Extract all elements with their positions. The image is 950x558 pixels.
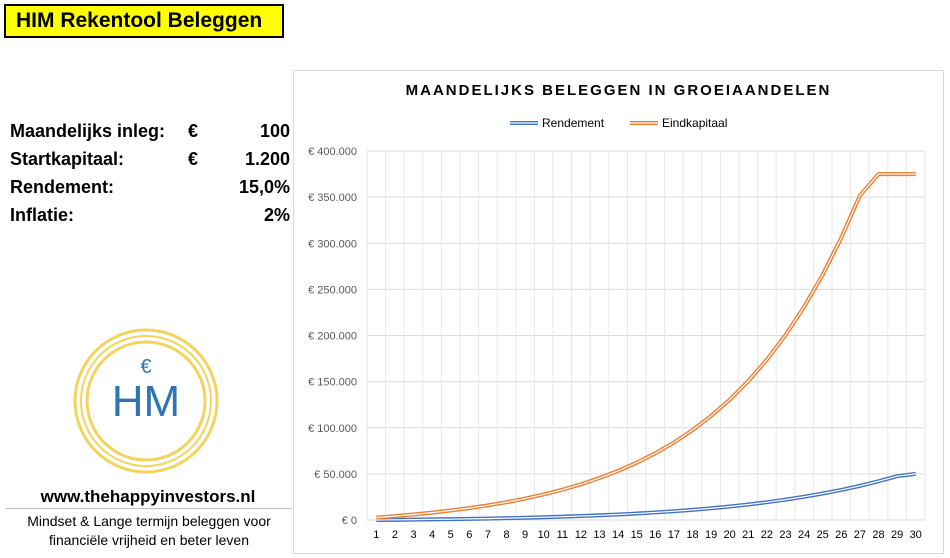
param-value[interactable]: 1.200 [244, 149, 290, 169]
param-row-startcapital: Startkapitaal: € 1.200 [10, 145, 290, 173]
param-currency: € [188, 121, 199, 141]
website-link[interactable]: www.thehappyinvestors.nl [40, 487, 256, 506]
parameters-panel: Maandelijks inleg: € 100 Startkapitaal: … [10, 117, 290, 229]
param-row-inflation: Inflatie: 2% [10, 201, 290, 229]
param-label: Inflatie: [10, 205, 75, 225]
app-title: HIM Rekentool Beleggen [4, 4, 284, 38]
param-value[interactable]: 15,0% [238, 177, 290, 197]
logo-letters: HM [112, 377, 180, 426]
param-label: Startkapitaal: [10, 149, 125, 169]
param-label: Maandelijks inleg: [10, 121, 166, 141]
tagline-line-2: financiële vrijheid en beter leven [48, 532, 249, 548]
chart-frame [293, 70, 944, 554]
chart-title: MAANDELIJKS BELEGGEN IN GROEIAANDELEN [405, 82, 832, 99]
param-label: Rendement: [10, 177, 115, 197]
logo-euro-symbol: € [140, 356, 151, 378]
param-value[interactable]: 100 [259, 121, 290, 141]
param-row-return: Rendement: 15,0% [10, 173, 290, 201]
him-logo: € HM [73, 328, 219, 474]
tagline-line-1: Mindset & Lange termijn beleggen voor [27, 513, 271, 529]
param-currency: € [188, 149, 199, 169]
tagline: Mindset & Lange termijn beleggen voor fi… [6, 508, 292, 553]
param-row-monthly: Maandelijks inleg: € 100 [10, 117, 290, 145]
param-value[interactable]: 2% [263, 205, 290, 225]
